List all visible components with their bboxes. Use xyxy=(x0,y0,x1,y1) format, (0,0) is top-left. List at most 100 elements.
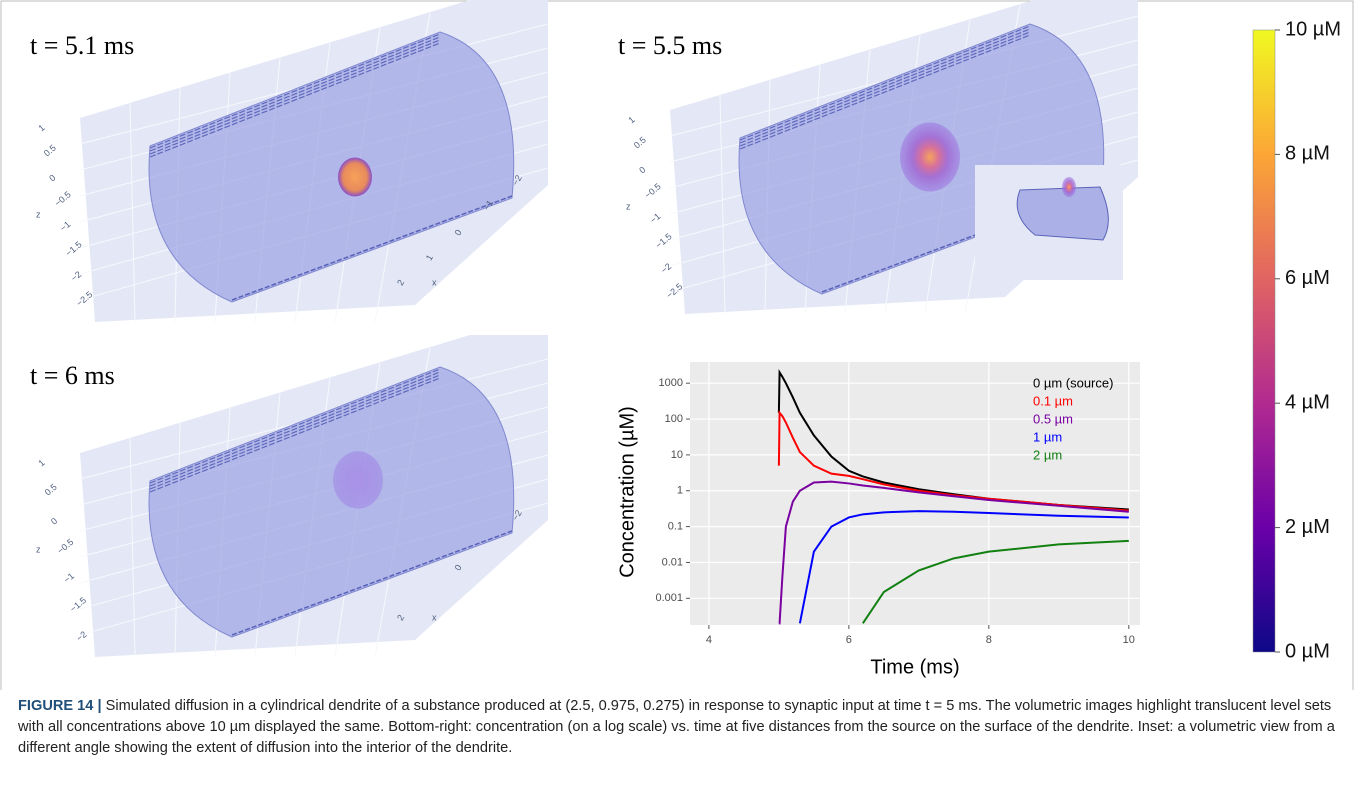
volume-panels: 1 0.5 0 −0.5 −1 −1.5 −2 −2.5 z −2 −1 0 1 2 x 1 0.5 0 −0.5 −… xyxy=(36,0,1139,658)
z-tick-label: 0.5 xyxy=(43,482,59,498)
z-tick-label: 1 xyxy=(626,114,636,125)
x-axis-title: x xyxy=(432,612,437,622)
x-tick-label: 2 xyxy=(395,278,406,287)
x-axis-title: x xyxy=(432,277,437,287)
plane-grid xyxy=(129,102,136,323)
level-set xyxy=(338,157,372,197)
volume-panel: 1 0.5 0 −0.5 −1 −1.5 −2 z −2 0 2 x xyxy=(36,335,549,658)
z-tick-label: −1 xyxy=(648,211,662,225)
z-tick-label: −1.5 xyxy=(68,595,88,614)
cylinder-edge xyxy=(149,377,441,493)
z-axis-title: z xyxy=(36,544,41,554)
cylinder-edge xyxy=(149,33,441,149)
x-tick-label: 2 xyxy=(395,613,406,622)
line-chart: 0.001 0.01 0.1 1 10 100 1000 4 6 8 10 Time (ms) Conc… xyxy=(616,362,1140,678)
caption-label: FIGURE 14 | xyxy=(18,698,102,714)
figure: 1 0.5 0 −0.5 −1 −1.5 −2 −2.5 z −2 −1 0 1 2 x 1 0.5 0 −0.5 −… xyxy=(0,0,1354,690)
cylinder-edge xyxy=(739,31,1031,147)
z-tick-label: −1.5 xyxy=(64,239,84,258)
y-axis-label: Concentration (µM) xyxy=(616,406,638,578)
cylinder-edge xyxy=(149,371,441,487)
z-axis-title: z xyxy=(626,201,631,211)
z-tick-label: 0.5 xyxy=(42,143,58,159)
cylinder-edge xyxy=(149,36,441,152)
z-tick-label: 1 xyxy=(36,122,46,133)
z-axis-title: z xyxy=(36,209,41,219)
cylinder xyxy=(148,31,515,303)
z-tick-label: −1 xyxy=(62,571,76,585)
y-tick-label: 1000 xyxy=(659,377,683,389)
y-tick-label: 10 xyxy=(671,449,683,461)
colorbar-bar xyxy=(1252,29,1276,653)
x-tick-label: 8 xyxy=(986,634,992,646)
level-set xyxy=(900,122,960,192)
panel-label: t = 5.1 ms xyxy=(30,31,134,60)
x-tick-label: −1 xyxy=(481,198,495,212)
caption-text: Simulated diffusion in a cylindrical den… xyxy=(18,698,1335,756)
x-tick-label: 1 xyxy=(424,253,435,262)
z-tick-label: 0 xyxy=(47,172,57,183)
z-tick-label: −2 xyxy=(69,269,83,283)
x-tick-label: 0 xyxy=(453,563,464,572)
cylinder-edge xyxy=(149,39,441,155)
y-tick-label: 1 xyxy=(677,485,683,497)
z-tick-label: 1 xyxy=(36,457,46,468)
x-tick-label: 0 xyxy=(453,228,464,237)
panel-label: t = 6 ms xyxy=(30,361,115,390)
legend-entry: 0.5 µm xyxy=(1033,411,1073,426)
x-tick-label: 4 xyxy=(706,634,712,646)
inset xyxy=(975,165,1123,280)
z-tick-label: −0.5 xyxy=(53,189,73,208)
series-line xyxy=(778,480,1129,625)
series-line xyxy=(862,539,1129,624)
x-tick-label: 6 xyxy=(846,634,852,646)
legend-entry: 0 µm (source) xyxy=(1033,375,1113,390)
legend-entry: 0.1 µm xyxy=(1033,393,1073,408)
cylinder-edge xyxy=(739,34,1031,150)
plot-background xyxy=(690,362,1140,625)
cylinder-edge xyxy=(149,374,441,490)
cylinder-edge xyxy=(231,195,513,301)
colorbar-tick-label: 4 µM xyxy=(1285,391,1330,413)
caption: FIGURE 14 | Simulated diffusion in a cyl… xyxy=(18,696,1340,759)
cylinder-edge xyxy=(149,42,441,158)
x-tick-label: 10 xyxy=(1123,634,1135,646)
level-set xyxy=(333,451,383,509)
z-tick-label: −2.5 xyxy=(664,281,684,300)
series-line xyxy=(798,510,1129,624)
z-tick-label: −2 xyxy=(659,261,673,275)
inset-cylinder xyxy=(1016,186,1109,241)
z-tick-label: 0.5 xyxy=(632,135,648,151)
legend-entry: 1 µm xyxy=(1033,429,1062,444)
y-tick-label: 0.001 xyxy=(655,592,683,604)
colorbar-tick-label: 10 µM xyxy=(1285,18,1341,40)
colorbar-tick-label: 6 µM xyxy=(1285,267,1330,289)
z-tick-label: 0 xyxy=(637,164,647,175)
y-tick-label: 100 xyxy=(665,413,683,425)
plane-grid xyxy=(719,94,726,315)
colorbar-tick-label: 0 µM xyxy=(1285,640,1330,662)
legend-entry: 2 µm xyxy=(1033,447,1062,462)
colorbar: 0 µM 2 µM 4 µM 6 µM 8 µM 10 µM xyxy=(1252,18,1341,662)
z-tick-label: −0.5 xyxy=(55,537,75,556)
cylinder-edge xyxy=(231,530,513,636)
x-tick-label: −2 xyxy=(510,173,524,187)
panel-label: t = 5.5 ms xyxy=(618,31,722,60)
z-tick-label: −2.5 xyxy=(74,289,94,308)
z-tick-label: −1 xyxy=(58,219,72,233)
z-tick-label: −2 xyxy=(74,629,88,643)
frame xyxy=(0,0,1354,690)
x-axis-label: Time (ms) xyxy=(870,656,959,678)
inset-blob xyxy=(1062,177,1076,197)
y-tick-label: 0.01 xyxy=(662,556,683,568)
cylinder-edge xyxy=(739,25,1031,141)
z-tick-label: −1.5 xyxy=(654,231,674,250)
cylinder-edge xyxy=(739,28,1031,144)
x-tick-label: −2 xyxy=(510,508,524,522)
y-tick-label: 0.1 xyxy=(668,521,683,533)
z-tick-label: 0 xyxy=(49,516,59,527)
colorbar-tick-label: 8 µM xyxy=(1285,143,1330,165)
volume-panel: 1 0.5 0 −0.5 −1 −1.5 −2 −2.5 z −2 −1 0 1 2 x xyxy=(36,0,549,323)
cylinder-edge xyxy=(149,368,441,484)
